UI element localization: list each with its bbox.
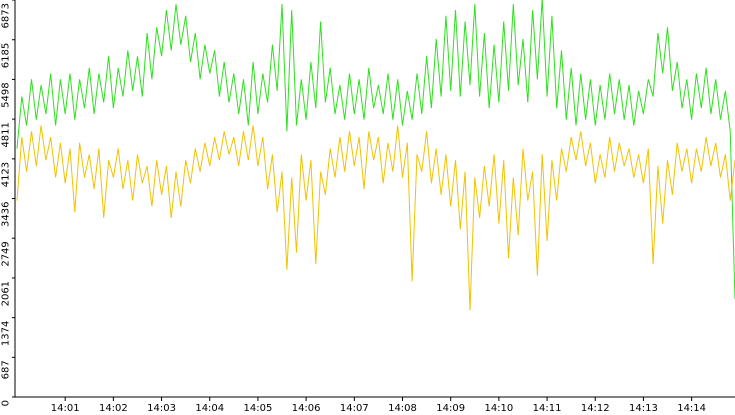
series-line [16,0,735,299]
x-tick-label: 14:01 [51,403,80,414]
x-tick-label: 14:12 [581,403,610,414]
x-tick-label: 14:07 [340,403,369,414]
x-tick-label: 14:02 [99,403,128,414]
x-tick-label: 14:03 [147,403,176,414]
x-tick-label: 14:04 [195,403,224,414]
x-tick-label: 14:06 [292,403,321,414]
y-tick-label: 4811 [0,122,11,147]
y-tick-label: 2749 [0,241,11,266]
y-tick-label: 5498 [0,82,11,107]
y-tick-label: 4123 [0,162,11,187]
x-tick-label: 14:14 [677,403,706,414]
x-tick-label: 14:09 [436,403,465,414]
x-tick-label: 14:05 [244,403,273,414]
x-tick-label: 14:08 [388,403,417,414]
y-tick-label: 3436 [0,202,11,227]
x-tick-label: 14:11 [533,403,562,414]
series-line [16,125,735,311]
x-tick-label: 14:10 [484,403,513,414]
y-tick-label: 687 [0,360,11,379]
x-tick-label: 14:13 [629,403,658,414]
y-tick-label: 2061 [0,281,11,306]
y-tick-label: 6873 [0,3,11,28]
y-tick-label: 0 [0,400,11,406]
y-tick-label: 1374 [0,321,11,346]
y-tick-label: 6185 [0,43,11,68]
